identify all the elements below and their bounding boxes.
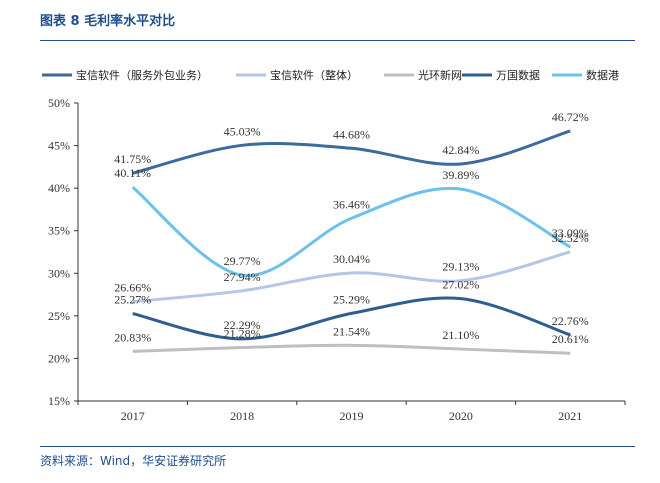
data-label: 25.27%: [114, 293, 151, 307]
legend: 宝信软件（服务外包业务） 宝信软件（整体） 光环新网 万国数据 数据港: [42, 68, 619, 82]
x-tick-label: 2017: [121, 409, 145, 423]
source-note: 资料来源：Wind，华安证券研究所: [40, 454, 227, 468]
x-tick-label: 2020: [449, 409, 473, 423]
data-label: 21.10%: [442, 328, 479, 342]
y-tick-label: 15%: [48, 394, 70, 408]
series-line: [132, 343, 571, 355]
legend-label: 万国数据: [496, 68, 540, 82]
data-label: 30.04%: [333, 252, 370, 266]
footer-divider: [40, 446, 635, 447]
data-label: 29.77%: [224, 254, 261, 268]
data-labels: 41.75% 45.03% 44.68% 42.84% 46.72% 26.66% 27.9…: [114, 110, 589, 346]
data-label: 26.66%: [114, 281, 151, 295]
data-label: 45.03%: [224, 124, 261, 138]
data-label: 29.13%: [442, 260, 479, 274]
y-tick-label: 40%: [48, 181, 70, 195]
data-label: 22.76%: [552, 314, 589, 328]
data-label: 33.09%: [552, 226, 589, 240]
y-tick-label: 20%: [48, 351, 70, 365]
data-label: 42.84%: [442, 143, 479, 157]
data-label: 21.28%: [224, 327, 261, 341]
series-line: [131, 186, 572, 277]
data-label: 27.02%: [442, 278, 479, 292]
data-label: 20.83%: [114, 330, 151, 344]
data-label: 44.68%: [333, 127, 370, 141]
y-tick-label: 30%: [48, 266, 70, 280]
legend-label: 宝信软件（服务外包业务）: [76, 68, 208, 82]
x-tick-label: 2018: [230, 409, 254, 423]
legend-label: 宝信软件（整体）: [270, 68, 358, 82]
x-tick-label: 2021: [558, 409, 582, 423]
series-line: [132, 250, 571, 304]
y-tick-label: 50%: [48, 96, 70, 110]
y-tick-label: 35%: [48, 224, 70, 238]
series-lines: [131, 129, 572, 355]
data-label: 22.29%: [224, 318, 261, 332]
data-label: 27.94%: [224, 270, 261, 284]
chart-title: 图表 8 毛利率水平对比: [40, 14, 176, 29]
data-label: 36.46%: [333, 197, 370, 211]
axes: 15% 20% 25% 30% 35% 40% 45% 50% 2017 2018 2019 2020…: [48, 96, 626, 423]
chart: 宝信软件（服务外包业务） 宝信软件（整体） 光环新网 万国数据 数据港 15% 20% 25…: [42, 68, 626, 423]
legend-label: 光环新网: [418, 68, 462, 82]
data-label: 41.75%: [114, 152, 151, 166]
data-label: 32.52%: [552, 231, 589, 245]
data-label: 20.61%: [552, 332, 589, 346]
data-label: 40.11%: [114, 166, 151, 180]
y-tick-label: 25%: [48, 309, 70, 323]
x-tick-label: 2019: [340, 409, 364, 423]
title-divider: [40, 40, 635, 41]
data-label: 46.72%: [552, 110, 589, 124]
legend-label: 数据港: [586, 68, 619, 82]
series-line: [132, 129, 571, 175]
series-line: [132, 296, 571, 341]
y-tick-label: 45%: [48, 139, 70, 153]
data-label: 39.89%: [442, 168, 479, 182]
data-label: 21.54%: [333, 324, 370, 338]
data-label: 25.29%: [333, 292, 370, 306]
